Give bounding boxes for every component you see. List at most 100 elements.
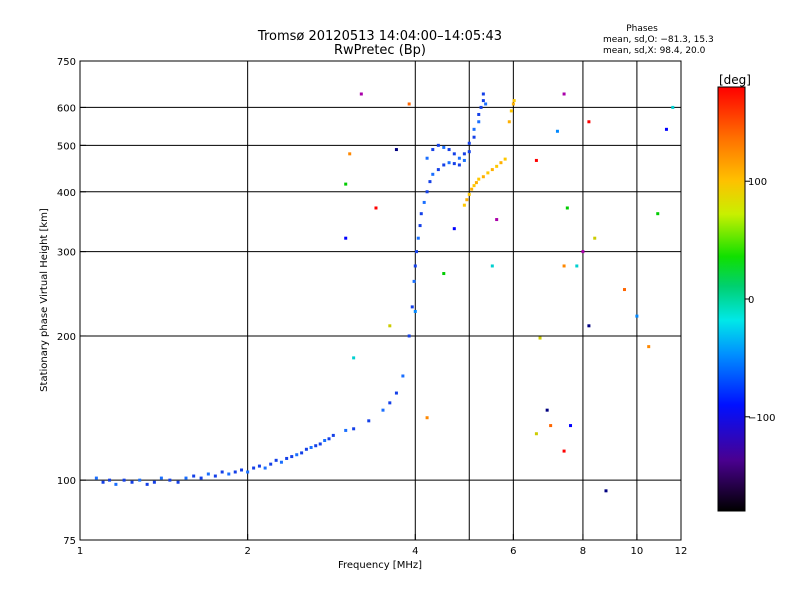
x-axis-label: Frequency [MHz] — [338, 560, 422, 571]
data-point — [472, 184, 476, 188]
data-point — [635, 314, 639, 318]
data-point — [192, 474, 196, 478]
data-point — [122, 478, 126, 482]
data-point — [452, 162, 456, 166]
data-point — [604, 489, 608, 493]
y-tick-label: 500 — [57, 141, 76, 152]
data-point — [199, 476, 203, 480]
data-point — [477, 120, 481, 124]
data-point — [484, 102, 488, 106]
data-point — [664, 127, 668, 131]
x-tick-label: 2 — [244, 546, 250, 557]
data-point — [671, 105, 675, 109]
data-point — [472, 135, 476, 139]
data-point — [374, 206, 378, 210]
data-point — [263, 466, 267, 470]
data-point — [447, 161, 451, 165]
data-point — [344, 428, 348, 432]
data-point — [381, 408, 385, 412]
data-point — [534, 432, 538, 436]
data-point — [452, 227, 456, 231]
data-point — [344, 182, 348, 186]
data-point — [575, 264, 579, 268]
data-point — [388, 324, 392, 328]
colorbar — [717, 86, 746, 512]
y-tick-label: 300 — [57, 248, 76, 259]
y-tick-label: 750 — [57, 57, 76, 68]
data-point — [407, 334, 411, 338]
data-point — [581, 250, 585, 254]
data-point — [407, 102, 411, 106]
data-point — [442, 145, 446, 149]
data-point — [413, 264, 417, 268]
data-point — [457, 156, 461, 160]
data-point — [285, 456, 289, 460]
y-tick-label: 75 — [63, 536, 76, 547]
data-point — [220, 470, 224, 474]
data-point — [352, 356, 356, 360]
data-point — [499, 161, 503, 165]
x-tick-label: 6 — [510, 546, 516, 557]
data-point — [274, 458, 278, 462]
colorbar-ticks: 100 0 −100 — [745, 177, 775, 424]
data-point — [394, 148, 398, 152]
data-point — [447, 148, 451, 152]
data-point — [462, 203, 466, 207]
data-point — [509, 109, 513, 113]
data-point — [246, 470, 250, 474]
data-point — [545, 408, 549, 412]
x-tick-label: 10 — [631, 546, 644, 557]
data-point — [269, 462, 273, 466]
data-point — [477, 177, 481, 181]
data-point — [108, 478, 112, 482]
colorbar-tick-label: 0 — [748, 295, 754, 306]
data-point — [481, 92, 485, 96]
data-point — [486, 171, 490, 175]
data-point — [279, 460, 283, 464]
data-point — [401, 374, 405, 378]
y-axis-label: Stationary phase Virtual Height [km] — [39, 208, 50, 392]
data-point — [512, 99, 516, 103]
y-tick-label: 600 — [57, 103, 76, 114]
data-point — [233, 470, 237, 474]
data-point — [549, 424, 553, 428]
data-point — [587, 324, 591, 328]
data-point — [331, 433, 335, 437]
data-point — [495, 164, 499, 168]
data-point — [555, 129, 559, 133]
data-point — [240, 468, 244, 472]
data-point — [495, 218, 499, 222]
data-point — [257, 464, 261, 468]
data-point — [304, 447, 308, 451]
data-point — [300, 451, 304, 455]
y-tick-label: 400 — [57, 188, 76, 199]
data-point — [593, 236, 597, 240]
data-point — [394, 391, 398, 395]
colorbar-tick-label: 100 — [748, 177, 767, 188]
data-point — [152, 480, 156, 484]
data-point — [130, 480, 134, 484]
plot-frame — [79, 60, 682, 541]
data-point — [418, 224, 422, 228]
data-point — [481, 99, 485, 103]
data-point — [622, 288, 626, 292]
data-point — [490, 264, 494, 268]
data-point — [94, 476, 98, 480]
data-point — [314, 444, 318, 448]
data-point — [309, 445, 313, 449]
data-point — [442, 272, 446, 276]
data-point — [534, 158, 538, 162]
data-point — [252, 466, 256, 470]
data-point — [507, 120, 511, 124]
data-point — [436, 143, 440, 147]
data-point — [101, 480, 105, 484]
data-point — [206, 472, 210, 476]
colorbar-label: [deg] — [719, 73, 751, 87]
data-point — [410, 305, 414, 309]
data-point — [428, 180, 432, 184]
data-point — [352, 427, 356, 431]
data-point — [388, 401, 392, 405]
data-point — [412, 279, 416, 283]
